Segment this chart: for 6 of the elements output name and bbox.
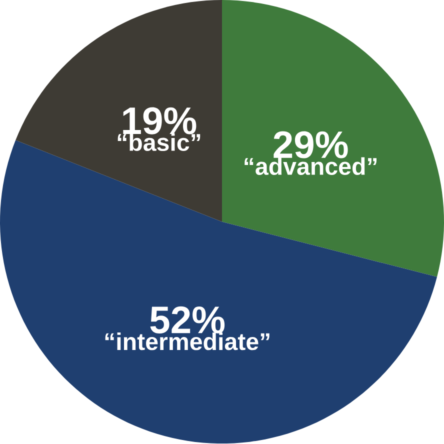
data-label: 19% [123,107,196,135]
slice-label: “intermediate” [105,332,270,350]
slice-label: “advanced” [244,158,377,176]
data-label: 29% [274,131,348,159]
data-label: 52% [150,306,225,334]
slice-label: “basic” [118,134,200,152]
